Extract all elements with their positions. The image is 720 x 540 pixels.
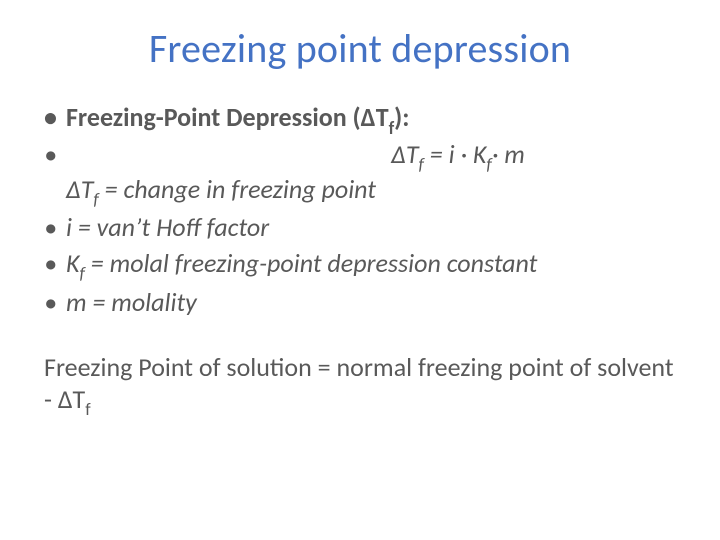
footer-prefix: Freezing Point of solution = normal free…	[44, 351, 674, 415]
def3-full: m = molality	[66, 286, 197, 318]
bullet-list: Freezing-Point Depression (ΔTf): ΔTf = i…	[40, 101, 680, 319]
def2-rest: = molal freezing-point depression consta…	[85, 247, 537, 279]
def2-var: K	[66, 247, 80, 279]
formula-lhs-delta: Δ	[391, 138, 406, 170]
formula-eq: = i	[424, 138, 461, 170]
formula-line: ΔTf = i · Kf· m	[66, 138, 680, 175]
def0-rest: = change in freezing point	[99, 173, 376, 205]
def2-sub: f	[80, 262, 85, 284]
footer-var: T	[73, 383, 86, 415]
def0-sub: f	[93, 188, 98, 210]
footer-sub: f	[85, 398, 90, 420]
def-bullet-kf: Kf = molal freezing-point depression con…	[40, 247, 680, 284]
formula-k: K	[467, 138, 486, 170]
footer-delta: Δ	[58, 383, 73, 415]
formula-k-sub: f	[486, 153, 491, 175]
formula-m: m	[498, 138, 524, 170]
def-bullet-m: m = molality	[40, 286, 680, 319]
heading-var: T	[376, 101, 389, 133]
def0-prefix: Δ	[66, 173, 81, 205]
def-bullet-i: i = van’t Hoff factor	[40, 211, 680, 244]
formula-lhs-sub: f	[418, 153, 423, 175]
heading-suffix: ):	[394, 101, 409, 133]
formula-lhs-var: T	[406, 138, 419, 170]
slide: Freezing point depression Freezing-Point…	[0, 0, 720, 540]
heading-prefix: Freezing-Point Depression (	[66, 101, 361, 133]
heading-delta: Δ	[361, 101, 376, 133]
heading-sub: f	[389, 117, 395, 139]
def0-var: T	[81, 173, 94, 205]
footer-equation: Freezing Point of solution = normal free…	[40, 351, 680, 419]
def1-full: i = van’t Hoff factor	[66, 211, 269, 243]
page-title: Freezing point depression	[40, 24, 680, 73]
heading-bullet: Freezing-Point Depression (ΔTf):	[40, 101, 680, 138]
def-bullet-dt: ΔTf = i · Kf· m ΔTf = change in freezing…	[40, 138, 680, 210]
